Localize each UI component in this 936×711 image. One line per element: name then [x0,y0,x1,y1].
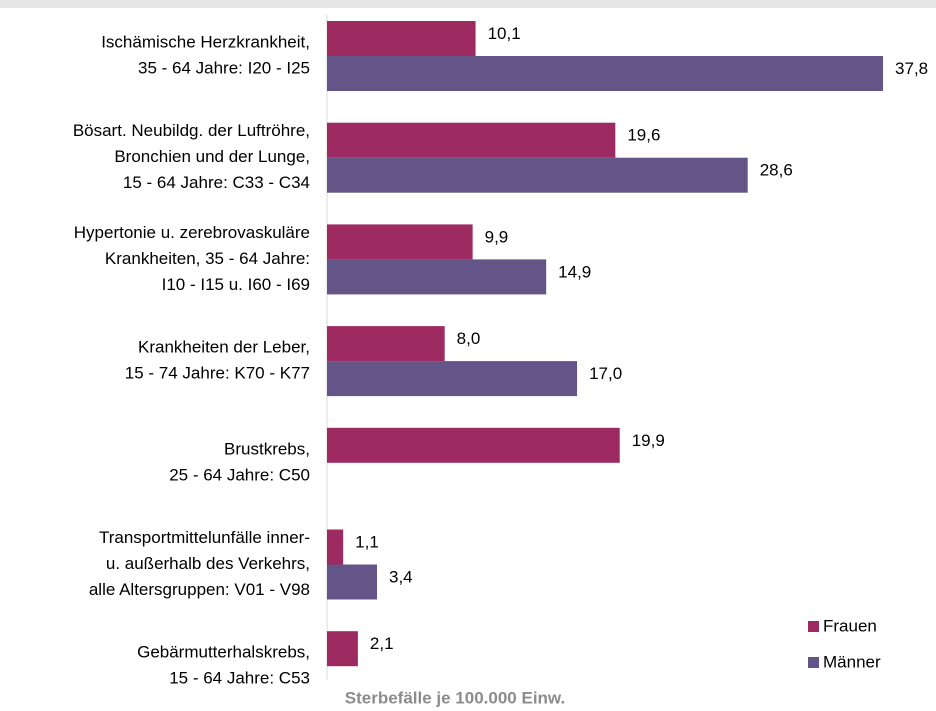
value-label: 19,6 [627,126,660,145]
value-label: 17,0 [589,364,622,383]
category-label: alle Altersgruppen: V01 - V98 [89,580,310,599]
category-label: Ischämische Herzkrankheit, [101,32,310,51]
category-label: 35 - 64 Jahre: I20 - I25 [138,58,310,77]
category-label: Transportmittelunfälle inner- [99,528,310,547]
value-label: 1,1 [355,532,379,551]
bar [327,361,578,397]
value-label: 19,9 [632,431,665,450]
value-label: 28,6 [760,161,793,180]
value-label: 8,0 [457,329,481,348]
category-label: 15 - 74 Jahre: K70 - K77 [125,364,310,383]
bar [327,157,748,193]
bar [327,427,620,463]
bar [327,56,884,91]
category-label: Hypertonie u. zerebrovaskuläre [74,223,310,242]
category-label: Gebärmutterhalskrebs, [137,643,310,662]
bar [327,21,476,56]
category-label: 15 - 64 Jahre: C53 [169,669,310,688]
category-label: Krankheiten, 35 - 64 Jahre: [105,249,310,268]
bar [327,529,344,565]
value-label: 10,1 [488,24,521,43]
bar [327,631,358,667]
value-label: 14,9 [558,262,591,281]
category-label: Brustkrebs, [224,439,310,458]
category-label: u. außerhalb des Verkehrs, [106,554,310,573]
bar [327,564,378,600]
bar [327,259,547,295]
legend-label: Frauen [823,616,877,635]
value-label: 37,8 [895,59,928,78]
category-label: Bösart. Neubildg. der Luftröhre, [73,121,310,140]
category-label: 25 - 64 Jahre: C50 [169,465,310,484]
legend-swatch [808,621,819,632]
top-strip [0,0,936,8]
bar [327,326,445,362]
legend-swatch [808,657,819,668]
value-label: 3,4 [389,567,413,586]
category-label: I10 - I15 u. I60 - I69 [162,275,310,294]
bar [327,122,616,158]
category-label: Krankheiten der Leber, [138,338,310,357]
category-label: 15 - 64 Jahre: C33 - C34 [123,173,310,192]
legend-label: Männer [823,652,881,671]
category-label: Bronchien und der Lunge, [114,147,310,166]
value-label: 9,9 [485,227,509,246]
bar [327,224,473,260]
value-label: 2,1 [370,634,394,653]
x-axis-label: Sterbefälle je 100.000 Einw. [345,688,566,707]
